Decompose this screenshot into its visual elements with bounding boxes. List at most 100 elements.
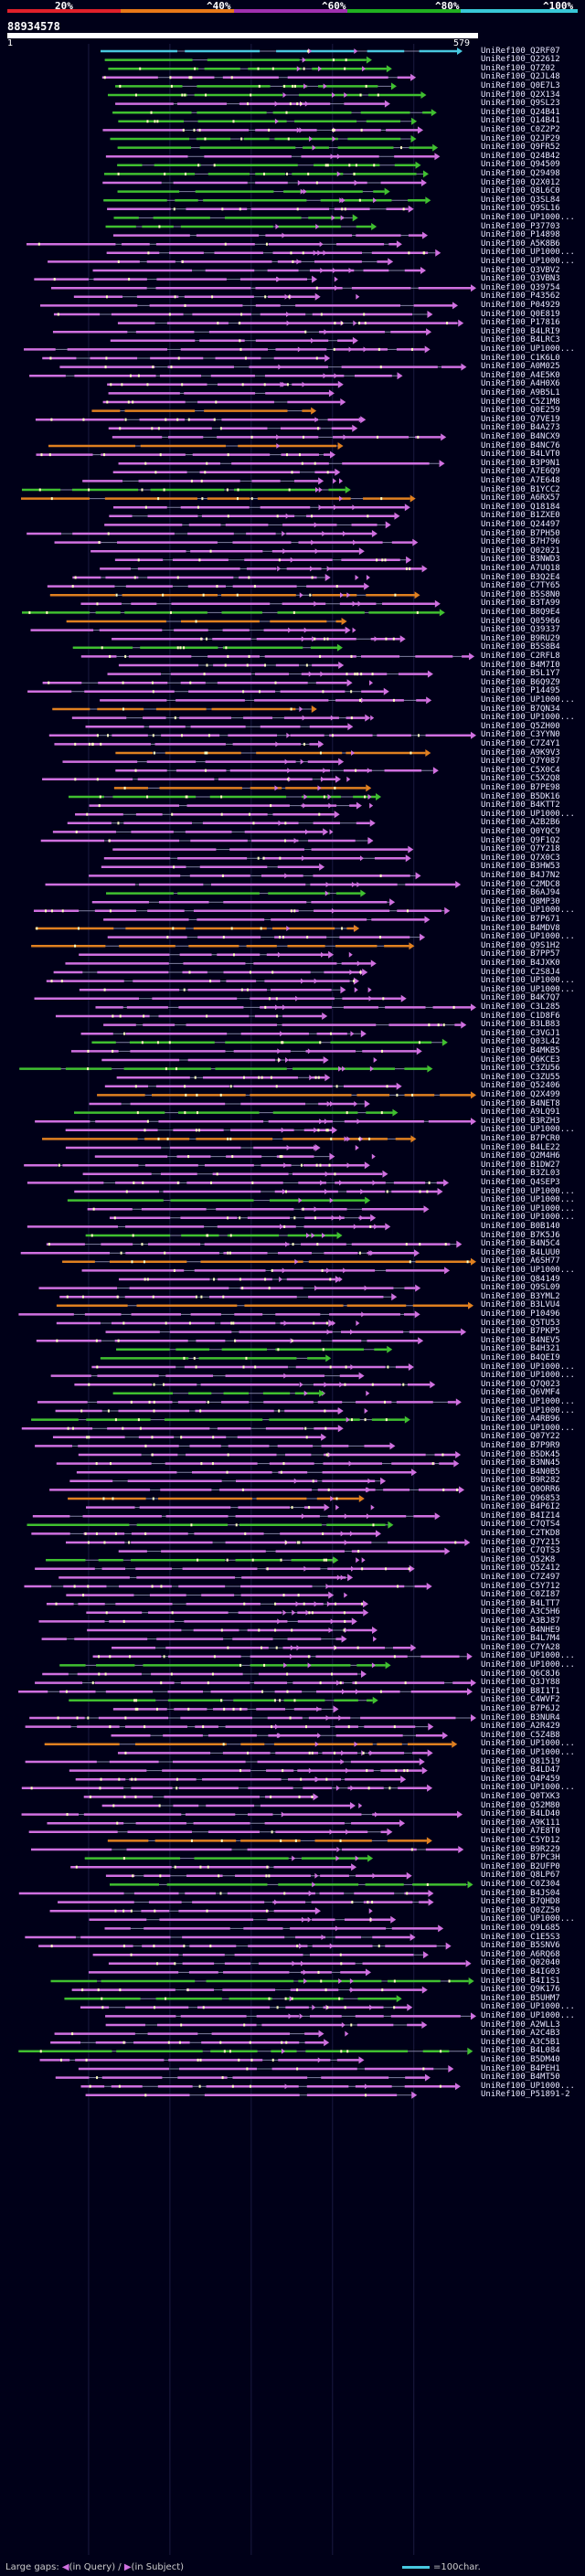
hit-label[interactable]: UniRef100_B5SNV6 (481, 1941, 560, 1951)
hit-label[interactable]: UniRef100_B4MDV8 (481, 923, 560, 933)
hit-label[interactable]: UniRef100_UP1000... (481, 256, 575, 266)
hit-label[interactable]: UniRef100_UP1000... (481, 1195, 575, 1205)
hit-label[interactable]: UniRef100_B1YCC2 (481, 484, 560, 494)
hit-label[interactable]: UniRef100_Q2X012 (481, 177, 560, 187)
hit-label[interactable]: UniRef100_Q0ZZ50 (481, 1905, 560, 1915)
hit-label[interactable]: UniRef100_B4LUU0 (481, 1247, 560, 1257)
hit-label[interactable]: UniRef100_C7QTS3 (481, 1546, 560, 1556)
hit-label[interactable]: UniRef100_B4P6I2 (481, 1502, 560, 1512)
hit-label[interactable]: UniRef100_Q0ORR6 (481, 1484, 560, 1494)
hit-label[interactable]: UniRef100_UP1000... (481, 2002, 575, 2012)
hit-label[interactable]: UniRef100_C2MDC8 (481, 879, 560, 889)
hit-label[interactable]: UniRef100_B7QHD8 (481, 1897, 560, 1907)
hit-label[interactable]: UniRef100_B4JS04 (481, 1888, 560, 1898)
hit-label[interactable]: UniRef100_A9K111 (481, 1818, 560, 1828)
hit-label[interactable]: UniRef100_A7E648 (481, 475, 560, 485)
hit-label[interactable]: UniRef100_Q8MP30 (481, 896, 560, 906)
hit-label[interactable]: UniRef100_B4LVT0 (481, 450, 560, 460)
hit-label[interactable]: UniRef100_Q8L6C0 (481, 186, 560, 196)
hit-label[interactable]: UniRef100_B5UHM7 (481, 1993, 560, 2003)
hit-label[interactable]: UniRef100_A2WLL3 (481, 2019, 560, 2030)
hit-label[interactable]: UniRef100_Q6C8J6 (481, 1669, 560, 1679)
hit-label[interactable]: UniRef100_Q6KCE3 (481, 1055, 560, 1065)
hit-label[interactable]: UniRef100_B7PH50 (481, 528, 560, 538)
hit-label[interactable]: UniRef100_C0Z2P2 (481, 124, 560, 134)
hit-label[interactable]: UniRef100_UP1000... (481, 1203, 575, 1214)
hit-label[interactable]: UniRef100_C5Y712 (481, 1581, 560, 1591)
hit-label[interactable]: UniRef100_UP1000... (481, 344, 575, 354)
hit-label[interactable]: UniRef100_B7K5J6 (481, 1230, 560, 1240)
hit-label[interactable]: UniRef100_A5K8B6 (481, 239, 560, 249)
hit-label[interactable]: UniRef100_A4E5K0 (481, 370, 560, 380)
hit-label[interactable]: UniRef100_B4L084 (481, 2046, 560, 2056)
hit-label[interactable]: UniRef100_B4PEH1 (481, 2063, 560, 2073)
hit-label[interactable]: UniRef100_Q2X499 (481, 1089, 560, 1099)
hit-label[interactable]: UniRef100_Q5TU53 (481, 1318, 560, 1328)
hit-label[interactable]: UniRef100_UP1000... (481, 1186, 575, 1196)
hit-label[interactable]: UniRef100_B5L1Y7 (481, 669, 560, 679)
hit-label[interactable]: UniRef100_A2R429 (481, 1722, 560, 1732)
hit-label[interactable]: UniRef100_B4IG03 (481, 1966, 560, 1977)
hit-label[interactable]: UniRef100_Q9F1Q2 (481, 835, 560, 845)
hit-label[interactable]: UniRef100_C0Z304 (481, 1879, 560, 1889)
hit-label[interactable]: UniRef100_P51891-2 (481, 2090, 570, 2100)
hit-label[interactable]: UniRef100_B9R229 (481, 1844, 560, 1854)
hit-label[interactable]: UniRef100_B3NUR4 (481, 1712, 560, 1723)
hit-label[interactable]: UniRef100_Q7Y218 (481, 844, 560, 854)
hit-label[interactable]: UniRef100_A3C5H6 (481, 1607, 560, 1617)
hit-label[interactable]: UniRef100_Q24497 (481, 519, 560, 529)
hit-label[interactable]: UniRef100_B4N5C4 (481, 1239, 560, 1249)
hit-label[interactable]: UniRef100_C5Z1M8 (481, 397, 560, 407)
hit-label[interactable]: UniRef100_B4IZ14 (481, 1511, 560, 1521)
hit-label[interactable]: UniRef100_UP1000... (481, 976, 575, 986)
hit-label[interactable]: UniRef100_UP1000... (481, 1405, 575, 1415)
hit-label[interactable]: UniRef100_A9B5L1 (481, 387, 560, 398)
hit-label[interactable]: UniRef100_A3BJ87 (481, 1616, 560, 1626)
hit-label[interactable]: UniRef100_C7TY65 (481, 581, 560, 591)
hit-label[interactable]: UniRef100_Q07Y22 (481, 1432, 560, 1442)
hit-label[interactable]: UniRef100_B2UFP0 (481, 1861, 560, 1871)
hit-label[interactable]: UniRef100_B5DK16 (481, 791, 560, 801)
hit-label[interactable]: UniRef100_Q39754 (481, 282, 560, 292)
hit-label[interactable]: UniRef100_A2B2B6 (481, 818, 560, 828)
hit-label[interactable]: UniRef100_Q39337 (481, 625, 560, 635)
hit-label[interactable]: UniRef100_B7P9R9 (481, 1440, 560, 1450)
hit-label[interactable]: UniRef100_Q0TXK3 (481, 1791, 560, 1801)
hit-label[interactable]: UniRef100_B6AJ94 (481, 888, 560, 898)
hit-label[interactable]: UniRef100_UP1000... (481, 1125, 575, 1135)
hit-label[interactable]: UniRef100_C0ZI87 (481, 1590, 560, 1600)
hit-label[interactable]: UniRef100_Q3VBN3 (481, 274, 560, 284)
hit-label[interactable]: UniRef100_Q14B41 (481, 116, 560, 126)
hit-label[interactable]: UniRef100_B3P9N1 (481, 458, 560, 468)
hit-label[interactable]: UniRef100_Q7Y087 (481, 757, 560, 767)
hit-label[interactable]: UniRef100_Q81519 (481, 1756, 560, 1766)
hit-label[interactable]: UniRef100_Q7Q023 (481, 1379, 560, 1389)
hit-label[interactable]: UniRef100_UP1000... (481, 1265, 575, 1275)
hit-label[interactable]: UniRef100_Q7VE19 (481, 414, 560, 424)
hit-label[interactable]: UniRef100_B9RU29 (481, 633, 560, 643)
hit-label[interactable]: UniRef100_P43562 (481, 292, 560, 302)
hit-label[interactable]: UniRef100_B4LRC3 (481, 335, 560, 345)
hit-label[interactable]: UniRef100_B3LVU4 (481, 1300, 560, 1310)
hit-label[interactable]: UniRef100_C2TKD8 (481, 1528, 560, 1538)
hit-label[interactable]: UniRef100_Q2JP29 (481, 133, 560, 143)
hit-label[interactable]: UniRef100_Q05966 (481, 616, 560, 626)
hit-label[interactable]: UniRef100_C3ZU55 (481, 1072, 560, 1082)
hit-label[interactable]: UniRef100_A4RB96 (481, 1415, 560, 1425)
hit-label[interactable]: UniRef100_C7Z497 (481, 1572, 560, 1582)
hit-label[interactable]: UniRef100_A7E6Q9 (481, 467, 560, 477)
hit-label[interactable]: UniRef100_UP1000... (481, 1371, 575, 1381)
hit-label[interactable]: UniRef100_Q4SEP3 (481, 1177, 560, 1187)
hit-label[interactable]: UniRef100_P37703 (481, 221, 560, 231)
hit-label[interactable]: UniRef100_B7P671 (481, 914, 560, 924)
hit-label[interactable]: UniRef100_C3L285 (481, 1002, 560, 1012)
hit-label[interactable]: UniRef100_A2C4B3 (481, 2029, 560, 2039)
hit-label[interactable]: UniRef100_Q02040 (481, 1958, 560, 1968)
hit-label[interactable]: UniRef100_C2S8J4 (481, 967, 560, 977)
hit-label[interactable]: UniRef100_A6RQ68 (481, 1949, 560, 1959)
hit-label[interactable]: UniRef100_UP1000... (481, 713, 575, 723)
hit-label[interactable]: UniRef100_B8Q9E4 (481, 607, 560, 617)
hit-label[interactable]: UniRef100_UP1000... (481, 1747, 575, 1757)
hit-label[interactable]: UniRef100_B4MT50 (481, 2072, 560, 2083)
hit-label[interactable]: UniRef100_B7PCR0 (481, 1133, 560, 1143)
